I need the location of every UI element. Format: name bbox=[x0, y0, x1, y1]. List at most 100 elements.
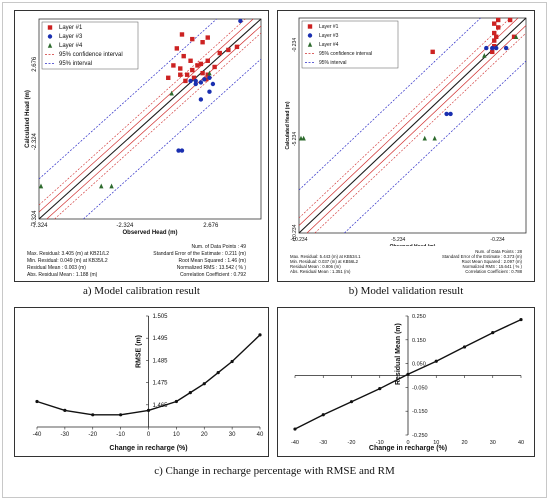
x-tick-label: 20 bbox=[201, 432, 208, 438]
legend-label: 95% interval bbox=[59, 61, 92, 67]
y-axis-label: Calculated Head (m) bbox=[25, 90, 31, 148]
validation-panel: -10.234-10.234 -5.234 -5.234 -0.234 -0.234 Ob… bbox=[277, 10, 535, 282]
stat-num-points: Num. of Data Points : 49 bbox=[191, 244, 246, 250]
data-point-square bbox=[492, 44, 497, 49]
x-tick-label: 2.676 bbox=[203, 223, 219, 229]
legend-box bbox=[41, 21, 139, 70]
series-point bbox=[202, 382, 206, 386]
data-point-circle bbox=[176, 148, 181, 153]
data-point-square bbox=[492, 30, 497, 36]
confidence-dashed-upper bbox=[298, 17, 511, 219]
y-tick-label: 1.505 bbox=[153, 314, 169, 320]
data-point-circle bbox=[444, 111, 449, 117]
legend-label: Layer #1 bbox=[59, 25, 83, 31]
data-point-circle bbox=[490, 45, 495, 51]
data-point-circle bbox=[198, 97, 204, 102]
series-point bbox=[491, 331, 495, 335]
data-point-square bbox=[190, 36, 195, 42]
y-tick-label: -5.234 bbox=[292, 132, 298, 146]
data-point-square bbox=[496, 25, 501, 30]
data-point-square bbox=[166, 75, 171, 81]
data-point-square bbox=[188, 58, 193, 63]
x-axis-label: Observed Head (m) bbox=[122, 230, 177, 236]
x-tick-label: -10 bbox=[376, 440, 384, 446]
stat-nrms: Normalized RMS : 13.542 ( % ) bbox=[176, 265, 246, 271]
legend-label: 95% confidence interval bbox=[59, 52, 123, 58]
x-tick-label: 20 bbox=[461, 440, 467, 446]
data-point-square bbox=[217, 50, 222, 56]
y-tick-label: 2.676 bbox=[32, 56, 38, 72]
y-tick-label: -0.050 bbox=[412, 385, 428, 391]
data-point-circle bbox=[448, 111, 453, 117]
rmse-line-chart: -40 -30 -20 -10 0 10 20 30 40 1.465 1.475 1.485 1.49… bbox=[33, 314, 264, 452]
data-point-square bbox=[234, 44, 240, 50]
data-point-square bbox=[205, 35, 210, 40]
data-point-triangle bbox=[169, 90, 174, 96]
x-tick-label: -10.234 bbox=[291, 237, 308, 243]
y-tick-label: 1.465 bbox=[153, 403, 169, 409]
data-point-square bbox=[195, 63, 200, 68]
interval-line-upper bbox=[298, 17, 481, 191]
data-point-square bbox=[494, 34, 499, 40]
series-point bbox=[349, 400, 354, 404]
x-tick-label: -40 bbox=[33, 432, 42, 438]
legend-marker bbox=[47, 34, 53, 39]
rmse-panel: -40 -30 -20 -10 0 10 20 30 40 1.465 1.475 1.485 1.49… bbox=[14, 307, 269, 457]
fit-line bbox=[298, 17, 527, 234]
x-tick-label: -30 bbox=[61, 432, 70, 438]
y-tick-label: -7.324 bbox=[32, 210, 38, 228]
interval-line-lower bbox=[344, 60, 527, 234]
series-point bbox=[63, 408, 67, 412]
legend-marker bbox=[47, 42, 53, 48]
x-axis-label: Change in recharge (%) bbox=[109, 445, 187, 452]
x-tick-label: 40 bbox=[518, 440, 524, 446]
legend-label: Layer #3 bbox=[59, 34, 83, 40]
stat-corr: Correlation Coefficient : 0.792 bbox=[179, 272, 246, 278]
y-axis-label: Residual Mean (m) bbox=[395, 323, 402, 385]
data-point-circle bbox=[207, 89, 212, 94]
x-tick-label: 10 bbox=[433, 440, 439, 446]
data-point-square bbox=[174, 46, 180, 51]
confidence-dashed-lower bbox=[54, 32, 262, 220]
stat-num-points: Num. of Data Points : 28 bbox=[475, 249, 522, 254]
series-point bbox=[462, 345, 467, 349]
y-tick-label: 1.495 bbox=[153, 336, 169, 342]
legend-box bbox=[301, 20, 399, 69]
data-point-square bbox=[179, 32, 185, 37]
legend-marker bbox=[307, 24, 313, 29]
data-point-circle bbox=[210, 81, 216, 87]
confidence-line-lower bbox=[306, 25, 527, 234]
stat-corr: Correlation Coefficient : 0.788 bbox=[465, 269, 522, 274]
confidence-line-lower bbox=[46, 25, 262, 220]
series-point bbox=[230, 359, 234, 364]
stat-residual-mean: Residual Mean : 0.003 (m) bbox=[27, 265, 86, 271]
data-point-triangle bbox=[207, 70, 212, 76]
validation-scatter-plot: -10.234-10.234 -5.234 -5.234 -0.234 -0.234 Ob… bbox=[285, 17, 527, 246]
data-point-triangle bbox=[301, 135, 306, 141]
confidence-line-upper bbox=[38, 18, 254, 213]
data-point-square bbox=[181, 53, 186, 59]
data-point-circle bbox=[238, 18, 243, 24]
data-point-square bbox=[184, 72, 190, 77]
stat-abs-residual-mean: Abs. Residual Mean : 1.351 (m) bbox=[290, 269, 351, 274]
data-point-square bbox=[430, 49, 435, 55]
y-tick-label: 1.475 bbox=[153, 381, 169, 387]
data-point-triangle bbox=[482, 53, 487, 58]
y-axis-label: RMSE (m) bbox=[136, 335, 143, 368]
data-point-square bbox=[226, 47, 231, 53]
data-point-circle bbox=[207, 75, 212, 81]
data-point-square bbox=[178, 72, 183, 77]
data-point-square bbox=[507, 17, 513, 23]
series-point bbox=[321, 413, 325, 417]
stat-rms: Root Mean Squared : 1.46 (m) bbox=[178, 258, 246, 264]
x-axis-label: Change in recharge (%) bbox=[369, 445, 447, 452]
data-point-triangle bbox=[99, 183, 104, 189]
data-point-square bbox=[178, 66, 183, 71]
data-point-square bbox=[198, 61, 204, 67]
y-tick-label: -10.234 bbox=[292, 224, 298, 241]
x-axis-label: Observed Head (m) bbox=[390, 244, 436, 246]
x-tick-label: 40 bbox=[257, 432, 264, 438]
fit-line bbox=[38, 18, 262, 220]
data-point-circle bbox=[494, 45, 499, 51]
